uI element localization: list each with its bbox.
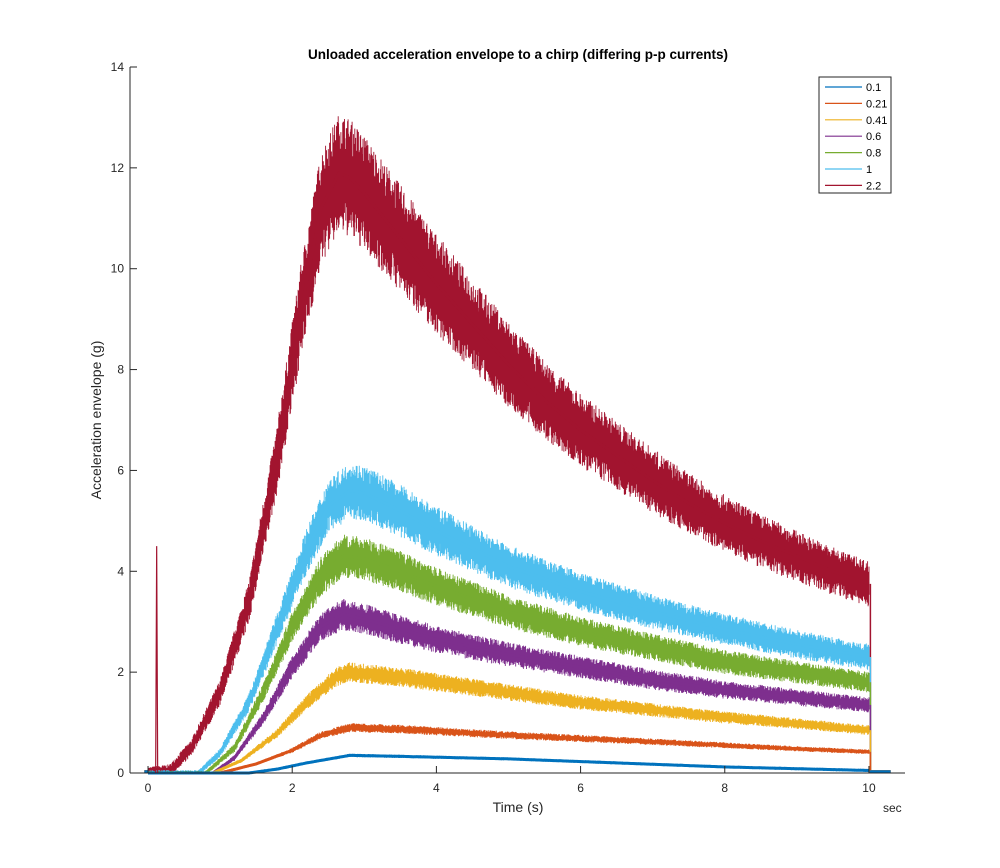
- x-axis-label: Time (s): [493, 799, 544, 815]
- y-tick-label: 14: [111, 60, 125, 74]
- x-tick-label: 0: [145, 781, 152, 795]
- legend-label: 1: [866, 164, 872, 176]
- legend-label: 2.2: [866, 180, 881, 192]
- legend-entry-0.1: 0.1: [825, 82, 881, 94]
- series-layer: [144, 116, 891, 775]
- legend-label: 0.6: [866, 131, 881, 143]
- series-line-0.8: [148, 554, 870, 775]
- legend-entries: 0.1 0.21 0.41 0.6 0.8 1 2.2: [825, 82, 887, 192]
- x-tick-label: 6: [577, 781, 584, 795]
- legend-entry-0.8: 0.8: [825, 148, 881, 160]
- legend-label: 0.8: [866, 148, 881, 160]
- y-axis-label: Acceleration envelope (g): [88, 341, 104, 500]
- legend-label: 0.41: [866, 115, 887, 127]
- chart-title: Unloaded acceleration envelope to a chir…: [308, 47, 728, 62]
- series-line-0.21: [148, 726, 870, 775]
- series-line-0.6: [148, 612, 870, 775]
- plot-area: 0 2 4 6 8 10 0 2 4 6 8 10 12 14: [111, 60, 905, 795]
- series-line-0.1: [148, 753, 870, 775]
- y-tick-label: 6: [117, 463, 124, 477]
- legend-entry-0.21: 0.21: [825, 98, 887, 110]
- x-tick-label: 8: [721, 781, 728, 795]
- x-ticks: 0 2 4 6 8 10: [145, 766, 876, 795]
- legend-entry-0.41: 0.41: [825, 115, 887, 127]
- series-line-2.2: [147, 170, 870, 775]
- legend-entry-2.2: 2.2: [825, 180, 881, 192]
- legend-box: [818, 76, 892, 194]
- spike-layer: [155, 546, 159, 774]
- y-tick-label: 12: [111, 161, 125, 175]
- x-tick-label: 2: [289, 781, 296, 795]
- legend: 0.1 0.21 0.41 0.6 0.8 1 2.2: [818, 76, 892, 194]
- y-tick-label: 4: [117, 564, 124, 578]
- y-tick-label: 10: [111, 262, 125, 276]
- onset-spike: [155, 546, 159, 774]
- legend-label: 0.21: [866, 98, 887, 110]
- y-tick-label: 8: [117, 363, 124, 377]
- x-unit-label: sec: [883, 801, 902, 815]
- y-tick-label: 2: [117, 665, 124, 679]
- legend-label: 0.1: [866, 82, 881, 94]
- legend-entry-0.6: 0.6: [825, 131, 881, 143]
- y-ticks: 0 2 4 6 8 10 12 14: [111, 60, 137, 780]
- x-tick-label: 10: [862, 781, 876, 795]
- x-tick-label: 4: [433, 781, 440, 795]
- series-line-1: [148, 489, 870, 775]
- series-line-0.41: [148, 670, 870, 775]
- legend-entry-1: 1: [825, 164, 872, 176]
- y-tick-label: 0: [117, 766, 124, 780]
